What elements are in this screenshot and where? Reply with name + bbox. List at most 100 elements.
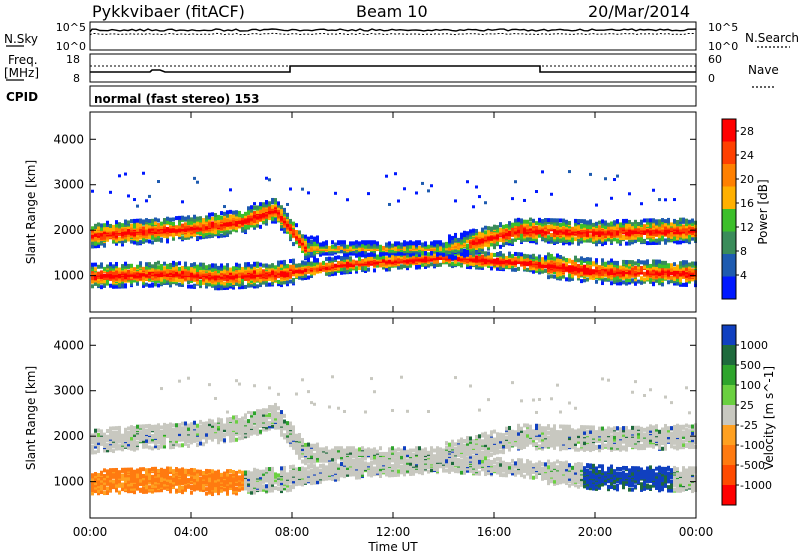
echo-cell — [205, 284, 208, 289]
echo-cell — [517, 217, 520, 222]
echo-cell — [592, 222, 595, 227]
echo-cell — [634, 239, 637, 244]
echo-cell — [583, 257, 586, 262]
echo-cell — [115, 269, 118, 274]
echo-cell — [535, 256, 538, 261]
echo-cell — [115, 226, 118, 231]
echo-cell — [304, 261, 307, 266]
echo-cell — [190, 220, 193, 225]
echo-cell — [589, 234, 592, 239]
echo-cell — [565, 239, 568, 244]
echo-cell — [253, 214, 256, 219]
echo-cell — [100, 476, 103, 481]
echo-cell — [208, 282, 211, 287]
echo-cell — [160, 228, 163, 233]
echo-cell — [184, 267, 187, 272]
echo-cell — [280, 283, 283, 288]
echo-cell — [385, 245, 388, 250]
echo-cell — [118, 444, 121, 449]
echo-cell — [166, 220, 169, 225]
echo-cell — [247, 262, 250, 267]
echo-cell — [193, 276, 196, 281]
echo-cell — [529, 259, 532, 264]
echo-cell — [589, 172, 592, 176]
echo-cell — [163, 278, 166, 283]
echo-cell — [475, 250, 478, 255]
echo-cell — [280, 205, 283, 210]
echo-cell — [349, 250, 352, 255]
noise-panel: N.Sky 10^5 10^0 10^5 10^0 N.Search — [4, 21, 799, 53]
echo-cell — [466, 243, 469, 248]
echo-cell — [97, 491, 100, 496]
echo-cell — [391, 254, 394, 259]
echo-cell — [400, 264, 403, 269]
echo-cell — [130, 279, 133, 284]
echo-cell — [652, 223, 655, 228]
echo-cell — [625, 259, 628, 264]
echo-cell — [400, 248, 403, 253]
echo-cell — [517, 225, 520, 230]
echo-cell — [193, 229, 196, 234]
echo-cell — [112, 224, 115, 229]
echo-cell — [388, 241, 391, 246]
noise-left-tick-bottom: 10^0 — [56, 40, 86, 53]
echo-cell — [604, 232, 607, 237]
echo-cell — [97, 488, 100, 493]
echo-cell — [235, 212, 238, 217]
echo-cell — [277, 205, 280, 210]
echo-cell — [310, 240, 313, 244]
echo-cell — [478, 243, 481, 248]
echo-cell — [337, 240, 340, 245]
echo-cell — [271, 263, 274, 268]
echo-cell — [457, 255, 460, 260]
echo-cell — [220, 263, 223, 268]
echo-cell — [649, 263, 652, 268]
echo-cell — [205, 224, 208, 229]
echo-cell — [106, 476, 109, 481]
echo-cell — [448, 262, 451, 267]
echo-cell — [232, 210, 235, 215]
echo-cell — [595, 233, 598, 238]
echo-cell — [229, 277, 232, 282]
echo-cell — [199, 216, 202, 221]
echo-cell — [379, 262, 382, 267]
echo-cell — [208, 264, 211, 269]
echo-cell — [643, 238, 646, 243]
echo-cell — [205, 234, 208, 239]
echo-cell — [664, 219, 667, 224]
echo-cell — [232, 285, 235, 290]
echo-cell — [475, 238, 478, 243]
echo-cell — [436, 263, 439, 268]
echo-cell — [409, 251, 412, 256]
echo-cell — [655, 259, 658, 264]
echo-cell — [559, 267, 562, 272]
echo-cell — [607, 270, 610, 275]
echo-cell — [151, 264, 154, 269]
echo-cell — [256, 205, 259, 210]
echo-cell — [223, 267, 226, 272]
echo-cell — [256, 209, 259, 214]
echo-cell — [646, 222, 649, 227]
echo-cell — [94, 428, 97, 433]
echo-cell — [304, 244, 307, 249]
echo-cell — [610, 281, 613, 286]
echo-cell — [271, 207, 274, 212]
echo-cell — [115, 444, 118, 449]
echo-cell — [304, 255, 307, 260]
echo-cell — [535, 263, 538, 268]
echo-cell — [640, 223, 643, 228]
echo-cell — [490, 229, 493, 234]
echo-cell — [538, 254, 541, 259]
echo-cell — [211, 263, 214, 268]
echo-cell — [139, 263, 142, 268]
echo-cell — [253, 211, 256, 216]
echo-cell — [580, 271, 583, 276]
echo-cell — [532, 257, 535, 262]
echo-cell — [133, 198, 136, 202]
echo-cell — [610, 238, 613, 243]
echo-cell — [343, 262, 346, 267]
echo-cell — [154, 274, 157, 279]
echo-cell — [214, 216, 217, 221]
